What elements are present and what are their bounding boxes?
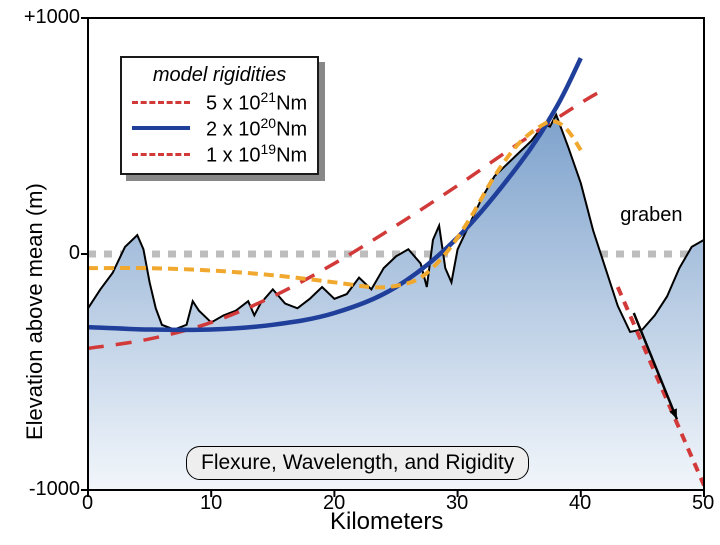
x-axis-label: Kilometers xyxy=(330,508,443,536)
ytick-1000: +1000 xyxy=(24,6,80,29)
legend: model rigidities 5 x 1021Nm2 x 1020Nm1 x… xyxy=(120,56,319,175)
xtick-40: 40 xyxy=(569,492,591,515)
xtick-50: 50 xyxy=(692,492,714,515)
legend-swatch xyxy=(132,126,190,130)
graben-label: graben xyxy=(620,204,682,227)
legend-row: 5 x 1021Nm xyxy=(132,89,307,115)
xtick-20: 20 xyxy=(323,492,345,515)
legend-swatch xyxy=(132,153,190,156)
ytick-n1000: -1000 xyxy=(29,478,80,501)
y-axis-label: Elevation above mean (m) xyxy=(22,183,48,440)
legend-label: 2 x 1020Nm xyxy=(206,115,307,142)
xtick-10: 10 xyxy=(200,492,222,515)
caption-pill: Flexure, Wavelength, and Rigidity xyxy=(186,446,529,480)
legend-row: 2 x 1020Nm xyxy=(132,115,307,141)
legend-label: 5 x 1021Nm xyxy=(206,89,307,116)
flexure-chart: Elevation above mean (m) Kilometers +100… xyxy=(0,0,720,540)
legend-row: 1 x 1019Nm xyxy=(132,141,307,167)
ytick-0: 0 xyxy=(69,242,80,265)
legend-swatch xyxy=(132,101,190,104)
xtick-0: 0 xyxy=(82,492,93,515)
xtick-30: 30 xyxy=(446,492,468,515)
legend-title: model rigidities xyxy=(132,64,307,87)
legend-label: 1 x 1019Nm xyxy=(206,141,307,168)
